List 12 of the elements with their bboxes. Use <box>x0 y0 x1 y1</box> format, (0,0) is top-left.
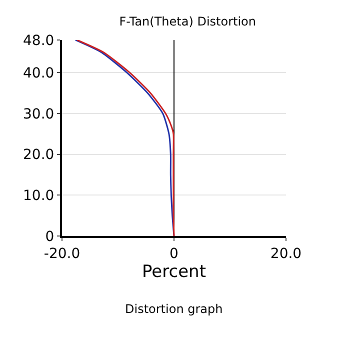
chart-title: F-Tan(Theta) Distortion <box>119 14 256 28</box>
y-tick-label: 30.0 <box>23 106 54 122</box>
y-tick-label: 20.0 <box>23 147 54 164</box>
text: Distortion graph <box>125 302 223 316</box>
y-tick-label: 40.0 <box>23 66 54 82</box>
x-tick-label: 20.0 <box>270 246 302 262</box>
x-tick-label: -20.0 <box>44 246 80 262</box>
y-tick-label: 10.0 <box>23 188 54 204</box>
x-tick-label: 0 <box>170 246 178 262</box>
x-axis-title: Percent <box>142 262 206 282</box>
y-tick-label: 48.0 <box>23 32 54 49</box>
y-tick-label: 0 <box>45 228 54 245</box>
